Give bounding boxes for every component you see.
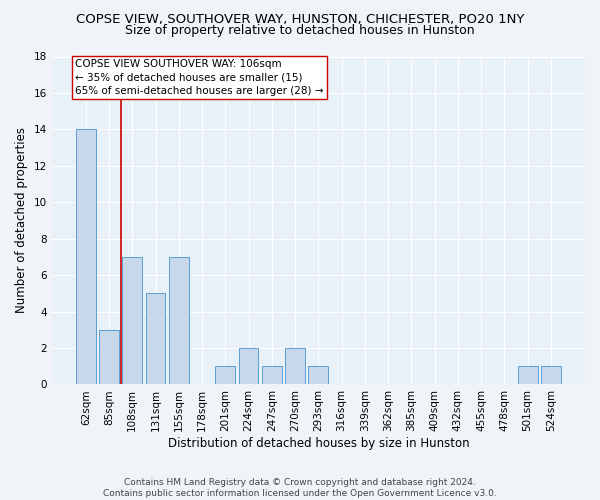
Text: Contains HM Land Registry data © Crown copyright and database right 2024.
Contai: Contains HM Land Registry data © Crown c…: [103, 478, 497, 498]
Text: Size of property relative to detached houses in Hunston: Size of property relative to detached ho…: [125, 24, 475, 37]
Y-axis label: Number of detached properties: Number of detached properties: [15, 128, 28, 314]
Bar: [285, 348, 305, 385]
Bar: [215, 366, 235, 384]
Bar: [541, 366, 561, 384]
Bar: [239, 348, 259, 385]
Bar: [169, 257, 188, 384]
Text: COPSE VIEW SOUTHOVER WAY: 106sqm
← 35% of detached houses are smaller (15)
65% o: COPSE VIEW SOUTHOVER WAY: 106sqm ← 35% o…: [76, 59, 324, 96]
Bar: [146, 294, 166, 384]
Bar: [122, 257, 142, 384]
Bar: [99, 330, 119, 384]
Bar: [76, 130, 95, 384]
Bar: [262, 366, 282, 384]
Bar: [308, 366, 328, 384]
Bar: [518, 366, 538, 384]
X-axis label: Distribution of detached houses by size in Hunston: Distribution of detached houses by size …: [167, 437, 469, 450]
Text: COPSE VIEW, SOUTHOVER WAY, HUNSTON, CHICHESTER, PO20 1NY: COPSE VIEW, SOUTHOVER WAY, HUNSTON, CHIC…: [76, 12, 524, 26]
